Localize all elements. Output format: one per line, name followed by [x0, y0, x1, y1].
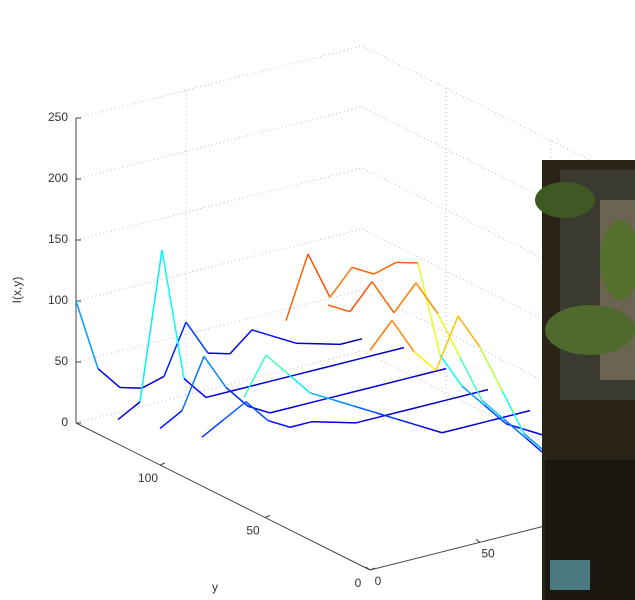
z-tick-label: 250 — [48, 110, 68, 124]
mesh-segment — [332, 399, 354, 406]
mesh-segment — [98, 369, 120, 388]
z-tick-label: 100 — [48, 293, 68, 307]
mesh-segment — [352, 267, 374, 274]
mesh-segment — [372, 282, 394, 313]
mesh-segment — [292, 402, 314, 408]
mesh-segment — [266, 355, 288, 374]
mesh-segment — [442, 427, 464, 433]
mesh-segment — [308, 254, 330, 297]
x-tick-label: 0 — [375, 574, 382, 588]
mesh-segment — [288, 374, 310, 393]
mesh-segment — [328, 305, 350, 312]
mesh-segment — [338, 359, 360, 365]
mesh-segment — [440, 355, 462, 386]
mesh-segment — [186, 322, 208, 353]
y-tick — [160, 463, 165, 465]
mesh-segment — [310, 393, 332, 400]
mesh-segment — [392, 320, 414, 351]
y-axis-label: y — [212, 580, 218, 594]
mesh-segment — [118, 402, 140, 420]
mesh-segment — [268, 421, 290, 428]
mesh-segment — [252, 330, 274, 337]
mesh-segment — [142, 376, 164, 388]
mesh-segment — [370, 320, 392, 350]
mesh-segment — [354, 406, 376, 413]
mesh-segment — [418, 263, 440, 355]
mesh-segment — [312, 422, 334, 423]
mesh-segment — [436, 316, 458, 370]
mesh-segment — [230, 330, 252, 354]
mesh-segment — [400, 406, 422, 412]
mesh-segment — [224, 402, 246, 420]
mesh-segment — [250, 381, 272, 387]
mesh-segment — [382, 348, 404, 354]
mesh-segment — [274, 337, 296, 344]
mesh-segment — [208, 353, 230, 354]
x-tick — [476, 539, 480, 542]
mesh-segment — [290, 422, 312, 428]
mesh-segment — [360, 353, 382, 359]
mesh-segment — [414, 352, 436, 371]
mesh-segment — [184, 379, 206, 398]
mesh-segment — [182, 356, 204, 410]
mesh-segment — [358, 385, 380, 391]
mesh-segment — [458, 316, 480, 347]
z-tick-label: 150 — [48, 232, 68, 246]
mesh-segment — [336, 391, 358, 397]
mesh-segment — [206, 392, 228, 398]
mesh-segment — [316, 364, 338, 370]
z-axis-label: I(x,y) — [10, 277, 24, 304]
mesh-segment — [398, 419, 420, 426]
z-tick-label: 0 — [61, 415, 68, 429]
axis-line — [76, 423, 370, 570]
mesh-segment — [296, 343, 318, 344]
mesh-segment — [334, 422, 356, 423]
photo — [535, 160, 635, 600]
mesh-segment — [160, 411, 182, 429]
mesh-segment — [416, 283, 438, 314]
mesh-segment — [162, 250, 184, 379]
mesh-segment — [422, 401, 444, 407]
mesh-segment — [356, 417, 378, 423]
x-tick-label: 50 — [481, 546, 495, 560]
mesh-segment — [202, 419, 224, 437]
mesh-segment — [394, 283, 416, 313]
mesh-segment — [464, 422, 486, 428]
mesh-segment — [270, 407, 292, 413]
mesh-segment — [318, 344, 340, 345]
mesh-segment — [480, 347, 502, 390]
mesh-segment — [76, 301, 98, 369]
y-tick-label: 0 — [355, 576, 362, 590]
mesh-segment — [374, 262, 396, 274]
mesh-segment — [330, 267, 352, 297]
y-tick-label: 50 — [246, 524, 260, 538]
mesh-segment — [482, 400, 504, 419]
chart: I(x,y) y 0 50 100 150 200 250 0 50 100 0 50 — [0, 0, 635, 600]
z-tick-label: 200 — [48, 171, 68, 185]
mesh-segment — [444, 395, 466, 401]
y-tick-label: 100 — [138, 471, 158, 485]
mesh-segment — [350, 282, 372, 312]
mesh-segment — [294, 370, 316, 376]
mesh-segment — [380, 380, 402, 386]
mesh-segment — [420, 426, 442, 433]
mesh-segment — [396, 262, 418, 263]
mesh-segment — [204, 356, 226, 387]
z-tick-label: 50 — [55, 354, 69, 368]
mesh-segment — [402, 374, 424, 380]
mesh-segment — [286, 254, 308, 321]
mesh-segment — [508, 411, 530, 417]
mesh-segment — [120, 388, 142, 389]
y-tick — [265, 516, 270, 518]
mesh-segment — [340, 339, 362, 345]
